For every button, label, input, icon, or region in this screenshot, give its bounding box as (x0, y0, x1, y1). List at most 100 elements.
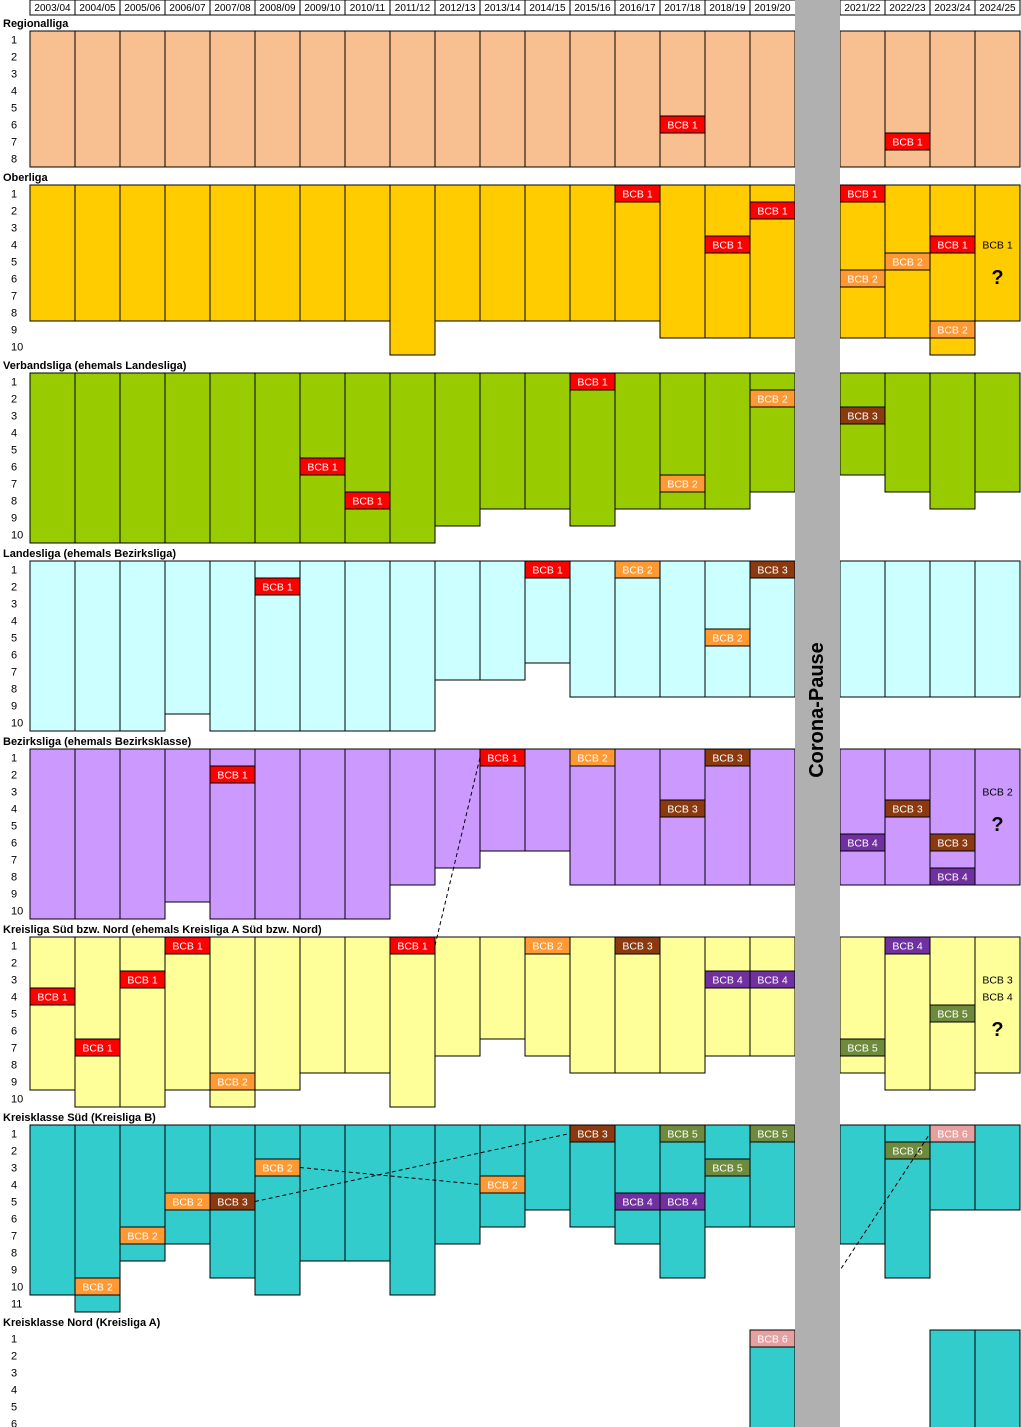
placement-bcb-2-2017-18: BCB 2 (659, 474, 706, 493)
placement-label: BCB 1 (937, 240, 968, 252)
season-column-2015-16 (569, 372, 616, 527)
season-column-2019-20 (749, 936, 796, 1057)
rank-number: 6 (11, 1214, 17, 1226)
placement-box (704, 628, 751, 647)
placement-box (884, 799, 931, 818)
moves (254, 757, 931, 1339)
rank-number: 5 (11, 1402, 17, 1414)
rank-number: 7 (11, 479, 17, 491)
rank-number: 9 (11, 889, 17, 901)
season-column-2017-18 (659, 184, 706, 339)
placement-box (209, 1072, 256, 1091)
season-column-2004-05 (74, 560, 121, 732)
rank-number: 6 (11, 650, 17, 662)
placement-bcb-5-2018-19: BCB 5 (704, 1158, 751, 1177)
season-column-2011-12 (389, 1124, 436, 1296)
season-column-2018-19 (704, 184, 751, 339)
placement-label: BCB 3 (217, 1197, 248, 1209)
season-column-2016-17 (614, 184, 661, 322)
season-column-2014-15 (524, 372, 571, 510)
placement-bcb-5-2021-22: BCB 5 (839, 1038, 886, 1057)
placement-label: BCB 1 (172, 941, 203, 953)
rank-number: 10 (11, 718, 23, 730)
placement-box (119, 970, 166, 989)
placement-bcb-4-2022-23: BCB 4 (884, 936, 931, 955)
placement-box (479, 1175, 526, 1194)
rank-number: 5 (11, 103, 17, 115)
placement-box (164, 936, 211, 955)
rank-number: 1 (11, 35, 17, 47)
placement-label: BCB 4 (892, 941, 923, 953)
placement-bcb-3-2017-18: BCB 3 (659, 799, 706, 818)
placement-label: BCB 4 (937, 872, 968, 884)
placement-box (614, 560, 661, 579)
placement-box (929, 235, 976, 254)
placement-label: BCB 3 (622, 941, 653, 953)
season-column-2013-14 (479, 936, 526, 1040)
placement-bcb-1-2019-20: BCB 1 (749, 201, 796, 220)
rank-number: 1 (11, 189, 17, 201)
placement-label: BCB 2 (82, 1282, 113, 1294)
season-column-2003-04 (29, 748, 76, 920)
season-column-2013-14 (479, 372, 526, 510)
placement-box (929, 1004, 976, 1023)
rank-number: 1 (11, 565, 17, 577)
season-label-2010-11: 2010/11 (350, 3, 386, 14)
season-column-2016-17 (614, 748, 661, 886)
season-column-2021-22 (839, 30, 886, 168)
placement-label: BCB 5 (757, 1129, 788, 1141)
season-label-2006-07: 2006/07 (169, 3, 206, 14)
rank-number: 9 (11, 1265, 17, 1277)
season-column-2007-08 (209, 372, 256, 544)
league-title: Bezirksliga (ehemals Bezirksklasse) (3, 736, 192, 748)
placement-bcb-2-2018-19: BCB 2 (704, 628, 751, 647)
rank-number: 4 (11, 804, 17, 816)
season-column-2018-19 (704, 30, 751, 168)
rank-number: 7 (11, 1231, 17, 1243)
rank-number: 6 (11, 838, 17, 850)
rank-number: 5 (11, 257, 17, 269)
season-column-2015-16 (569, 184, 616, 322)
placement-box (929, 833, 976, 852)
placement-bcb-3-2021-22: BCB 3 (839, 406, 886, 425)
rank-number: 1 (11, 377, 17, 389)
rank-number: 2 (11, 1146, 17, 1158)
season-column-2006-07 (164, 30, 211, 168)
rank-number: 6 (11, 1419, 17, 1427)
season-label-2013-14: 2013/14 (484, 3, 521, 14)
season-column-2009-10 (299, 1124, 346, 1262)
placement-box (659, 799, 706, 818)
placement-bcb-1-2010-11: BCB 1 (344, 491, 391, 510)
placement-bcb-2-2022-23: BCB 2 (884, 252, 931, 271)
placement-label: BCB 2 (577, 753, 608, 765)
rank-number: 4 (11, 240, 17, 252)
league-kreisklasse-nord-kreisliga-a: Kreisklasse Nord (Kreisliga A) 1 2 3 4 5 6 BCB … (3, 1317, 1021, 1427)
season-column-2013-14 (479, 30, 526, 168)
rank-number: 2 (11, 206, 17, 218)
placement-bcb-2-2019-20: BCB 2 (749, 389, 796, 408)
placement-box (659, 1192, 706, 1211)
season-column-2023-24 (929, 748, 976, 886)
placement-bcb-2-2008-09: BCB 2 (254, 1158, 301, 1177)
placement-box (659, 115, 706, 134)
rank-number: 3 (11, 975, 17, 987)
season-label-2007-08: 2007/08 (214, 3, 251, 14)
league-title: Kreisliga Süd bzw. Nord (ehemals Kreisli… (3, 924, 322, 936)
rank-number: 9 (11, 513, 17, 525)
season-column-2014-15 (524, 1124, 571, 1211)
season-column-2012-13 (434, 30, 481, 168)
season-column-2012-13 (434, 372, 481, 527)
season-column-2023-24 (929, 560, 976, 698)
placement-label: BCB 4 (757, 975, 788, 987)
season-column-2004-05 (74, 184, 121, 322)
placement-label: BCB 1 (352, 496, 383, 508)
season-column-2011-12 (389, 936, 436, 1108)
pause-bar (795, 0, 840, 1427)
season-column-2006-07 (164, 748, 211, 903)
rank-number: 5 (11, 1009, 17, 1021)
season-column-2010-11 (344, 936, 391, 1074)
placement-label: BCB 2 (712, 633, 743, 645)
season-column-2005-06 (119, 560, 166, 732)
placement-box (524, 936, 571, 955)
season-column-2008-09 (254, 372, 301, 544)
